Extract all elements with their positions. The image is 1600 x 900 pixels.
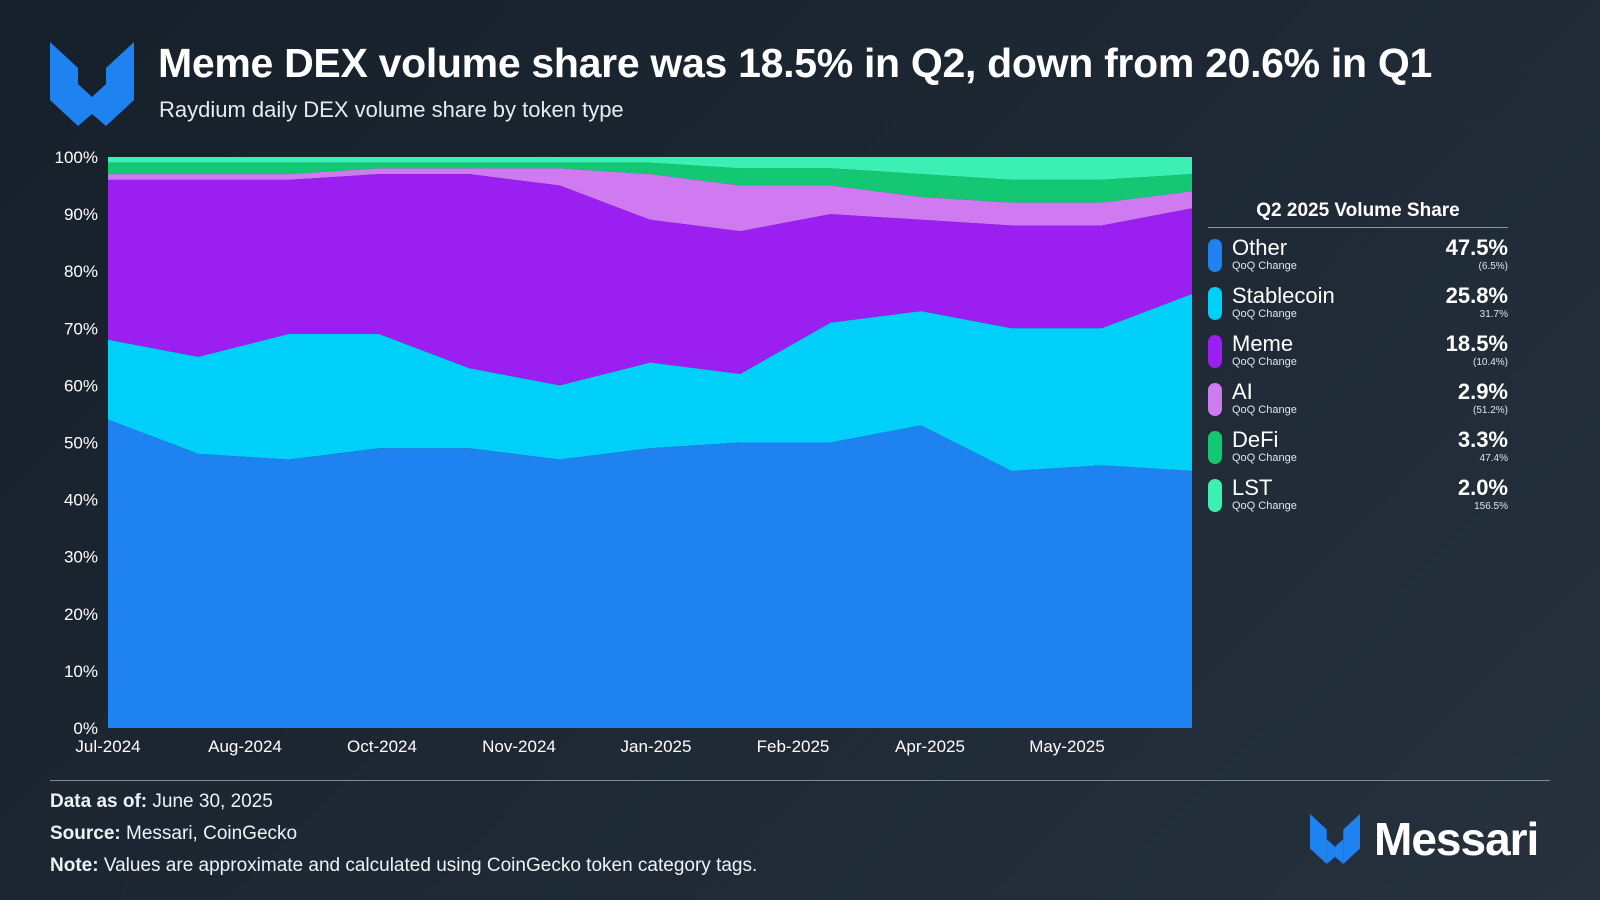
legend-value: 2.9% [1457,379,1508,404]
y-tick-label: 60% [64,376,98,395]
legend-values: 18.5% (10.4%) [1446,332,1508,369]
legend-text: Other QoQ Change [1232,236,1446,273]
legend-change-label: QoQ Change [1232,308,1297,320]
y-axis-ticks: 0% 10% 20% 30% 40% 50% 60% 70% 80% 90% 100% [55,148,98,738]
source-label: Source: [50,823,121,844]
y-tick-label: 100% [55,148,98,167]
y-tick-label: 0% [73,719,98,738]
area-other [108,419,1192,728]
legend-change-label: QoQ Change [1232,452,1297,464]
y-tick-label: 50% [64,434,98,453]
legend-name: DeFi [1232,427,1279,452]
legend-text: AI QoQ Change [1232,380,1458,417]
legend-item-ai: AI QoQ Change 2.9% (51.2%) [1208,380,1508,428]
messari-brand-icon [1310,814,1360,864]
area-defi [108,162,1192,203]
legend-change-label: QoQ Change [1232,356,1297,368]
legend-change: 47.4% [1479,453,1508,464]
legend-change-label: QoQ Change [1232,404,1297,416]
legend-change-label: QoQ Change [1232,260,1297,272]
legend-values: 2.0% 156.5% [1458,476,1508,513]
legend-swatch [1208,239,1222,272]
legend-text: LST QoQ Change [1232,476,1458,513]
x-tick-label: Jul-2024 [75,737,140,756]
legend-name: Stablecoin [1232,283,1335,308]
x-tick-label: Aug-2024 [208,737,282,756]
legend-change: (10.4%) [1472,357,1508,368]
legend-value: 25.8% [1445,283,1508,308]
data-as-of-label: Data as of: [50,791,148,812]
x-tick-label: Nov-2024 [482,737,556,756]
note-label: Note: [50,855,99,876]
data-as-of-value: June 30, 2025 [152,791,273,812]
legend-swatch [1208,479,1222,512]
brand-name: Messari [1374,813,1539,865]
x-tick-label: Jan-2025 [621,737,692,756]
legend-name: Meme [1232,331,1294,356]
page-subtitle: Raydium daily DEX volume share by token … [159,97,624,122]
legend-name: Other [1232,235,1288,260]
x-axis-ticks: Jul-2024 Aug-2024 Oct-2024 Nov-2024 Jan-2025… [75,737,1104,756]
legend-item-lst: LST QoQ Change 2.0% 156.5% [1208,476,1508,524]
legend-text: Stablecoin QoQ Change [1232,284,1446,321]
legend-name: LST [1232,475,1273,500]
legend-change: (6.5%) [1478,261,1508,272]
legend-title: Q2 2025 Volume Share [1208,200,1508,228]
legend-change: (51.2%) [1472,405,1508,416]
footer-divider [50,780,1550,781]
legend-text: DeFi QoQ Change [1232,428,1458,465]
page-title: Meme DEX volume share was 18.5% in Q2, d… [158,40,1432,86]
legend-swatch [1208,431,1222,464]
legend-text: Meme QoQ Change [1232,332,1446,369]
y-tick-label: 30% [64,548,98,567]
note-line: Note: Values are approximate and calcula… [50,855,757,877]
y-tick-label: 10% [64,662,98,681]
legend-values: 2.9% (51.2%) [1458,380,1508,417]
area-meme [108,174,1192,386]
legend-value: 2.0% [1457,475,1508,500]
area-stablecoin [108,294,1192,472]
legend-value: 18.5% [1445,331,1508,356]
legend-value: 3.3% [1457,427,1508,452]
legend-item-other: Other QoQ Change 47.5% (6.5%) [1208,236,1508,284]
x-tick-label: May-2025 [1029,737,1105,756]
chart-areas [108,157,1192,728]
y-tick-label: 40% [64,491,98,510]
legend-item-stablecoin: Stablecoin QoQ Change 25.8% 31.7% [1208,284,1508,332]
legend-values: 47.5% (6.5%) [1446,236,1508,273]
area-ai [108,168,1192,232]
source-value: Messari, CoinGecko [126,823,298,844]
legend-change-label: QoQ Change [1232,500,1297,512]
messari-logo-icon [50,42,134,126]
x-tick-label: Apr-2025 [895,737,965,756]
legend-values: 3.3% 47.4% [1458,428,1508,465]
legend-value: 47.5% [1445,235,1508,260]
legend-swatch [1208,383,1222,416]
x-tick-label: Feb-2025 [757,737,830,756]
legend-item-defi: DeFi QoQ Change 3.3% 47.4% [1208,428,1508,476]
legend-change: 31.7% [1479,309,1508,320]
y-tick-label: 80% [64,262,98,281]
y-tick-label: 90% [64,205,98,224]
note-value: Values are approximate and calculated us… [103,855,758,876]
legend-swatch [1208,335,1222,368]
x-tick-label: Oct-2024 [347,737,417,756]
data-as-of-line: Data as of: June 30, 2025 [50,791,273,813]
legend-values: 25.8% 31.7% [1446,284,1508,321]
legend-panel: Q2 2025 Volume Share Other QoQ Change 47.5… [1208,200,1508,524]
brand-mark: Messari [1310,812,1539,866]
legend-change: 156.5% [1474,501,1508,512]
legend-name: AI [1232,379,1253,404]
legend-swatch [1208,287,1222,320]
y-tick-label: 70% [64,319,98,338]
y-tick-label: 20% [64,605,98,624]
source-line: Source: Messari, CoinGecko [50,823,297,845]
legend-items: Other QoQ Change 47.5% (6.5%) Stablecoin QoQ … [1208,236,1508,524]
legend-item-meme: Meme QoQ Change 18.5% (10.4%) [1208,332,1508,380]
